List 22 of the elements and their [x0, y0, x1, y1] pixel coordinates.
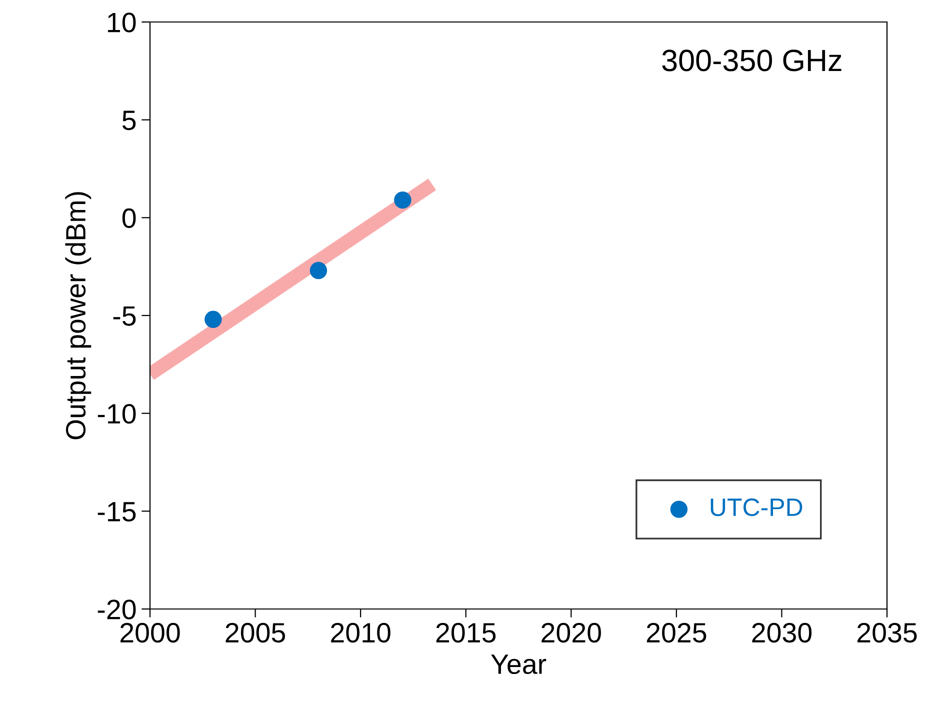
y-tick-label: 10 [108, 12, 136, 32]
point [310, 262, 328, 280]
x-tick-label: 2000 [120, 622, 180, 643]
x-tick-label: 2030 [752, 622, 812, 643]
x-tick-label: 2025 [646, 622, 706, 643]
x-tick-label: 2005 [226, 622, 286, 643]
y-tick-label: 5 [122, 110, 136, 130]
x-tick-label: 2015 [436, 622, 496, 643]
y-tick-label: -15 [98, 502, 136, 522]
x-tick-label: 2020 [542, 622, 601, 643]
x-axis-title: Year [491, 654, 546, 674]
x-tick-label: 2010 [331, 622, 390, 643]
point [394, 191, 412, 209]
y-tick-label: 0 [122, 208, 136, 228]
y-axis-title: Output power (dBm) [65, 192, 92, 440]
point [204, 310, 222, 328]
annotation: 300-350 GHz [662, 50, 842, 72]
x-tick-label: 2035 [858, 622, 917, 643]
y-tick-label: -20 [98, 600, 136, 620]
y-tick-label: -10 [98, 404, 136, 424]
y-tick-label: -5 [113, 306, 136, 326]
legend-label: UTC-PD [710, 498, 802, 516]
